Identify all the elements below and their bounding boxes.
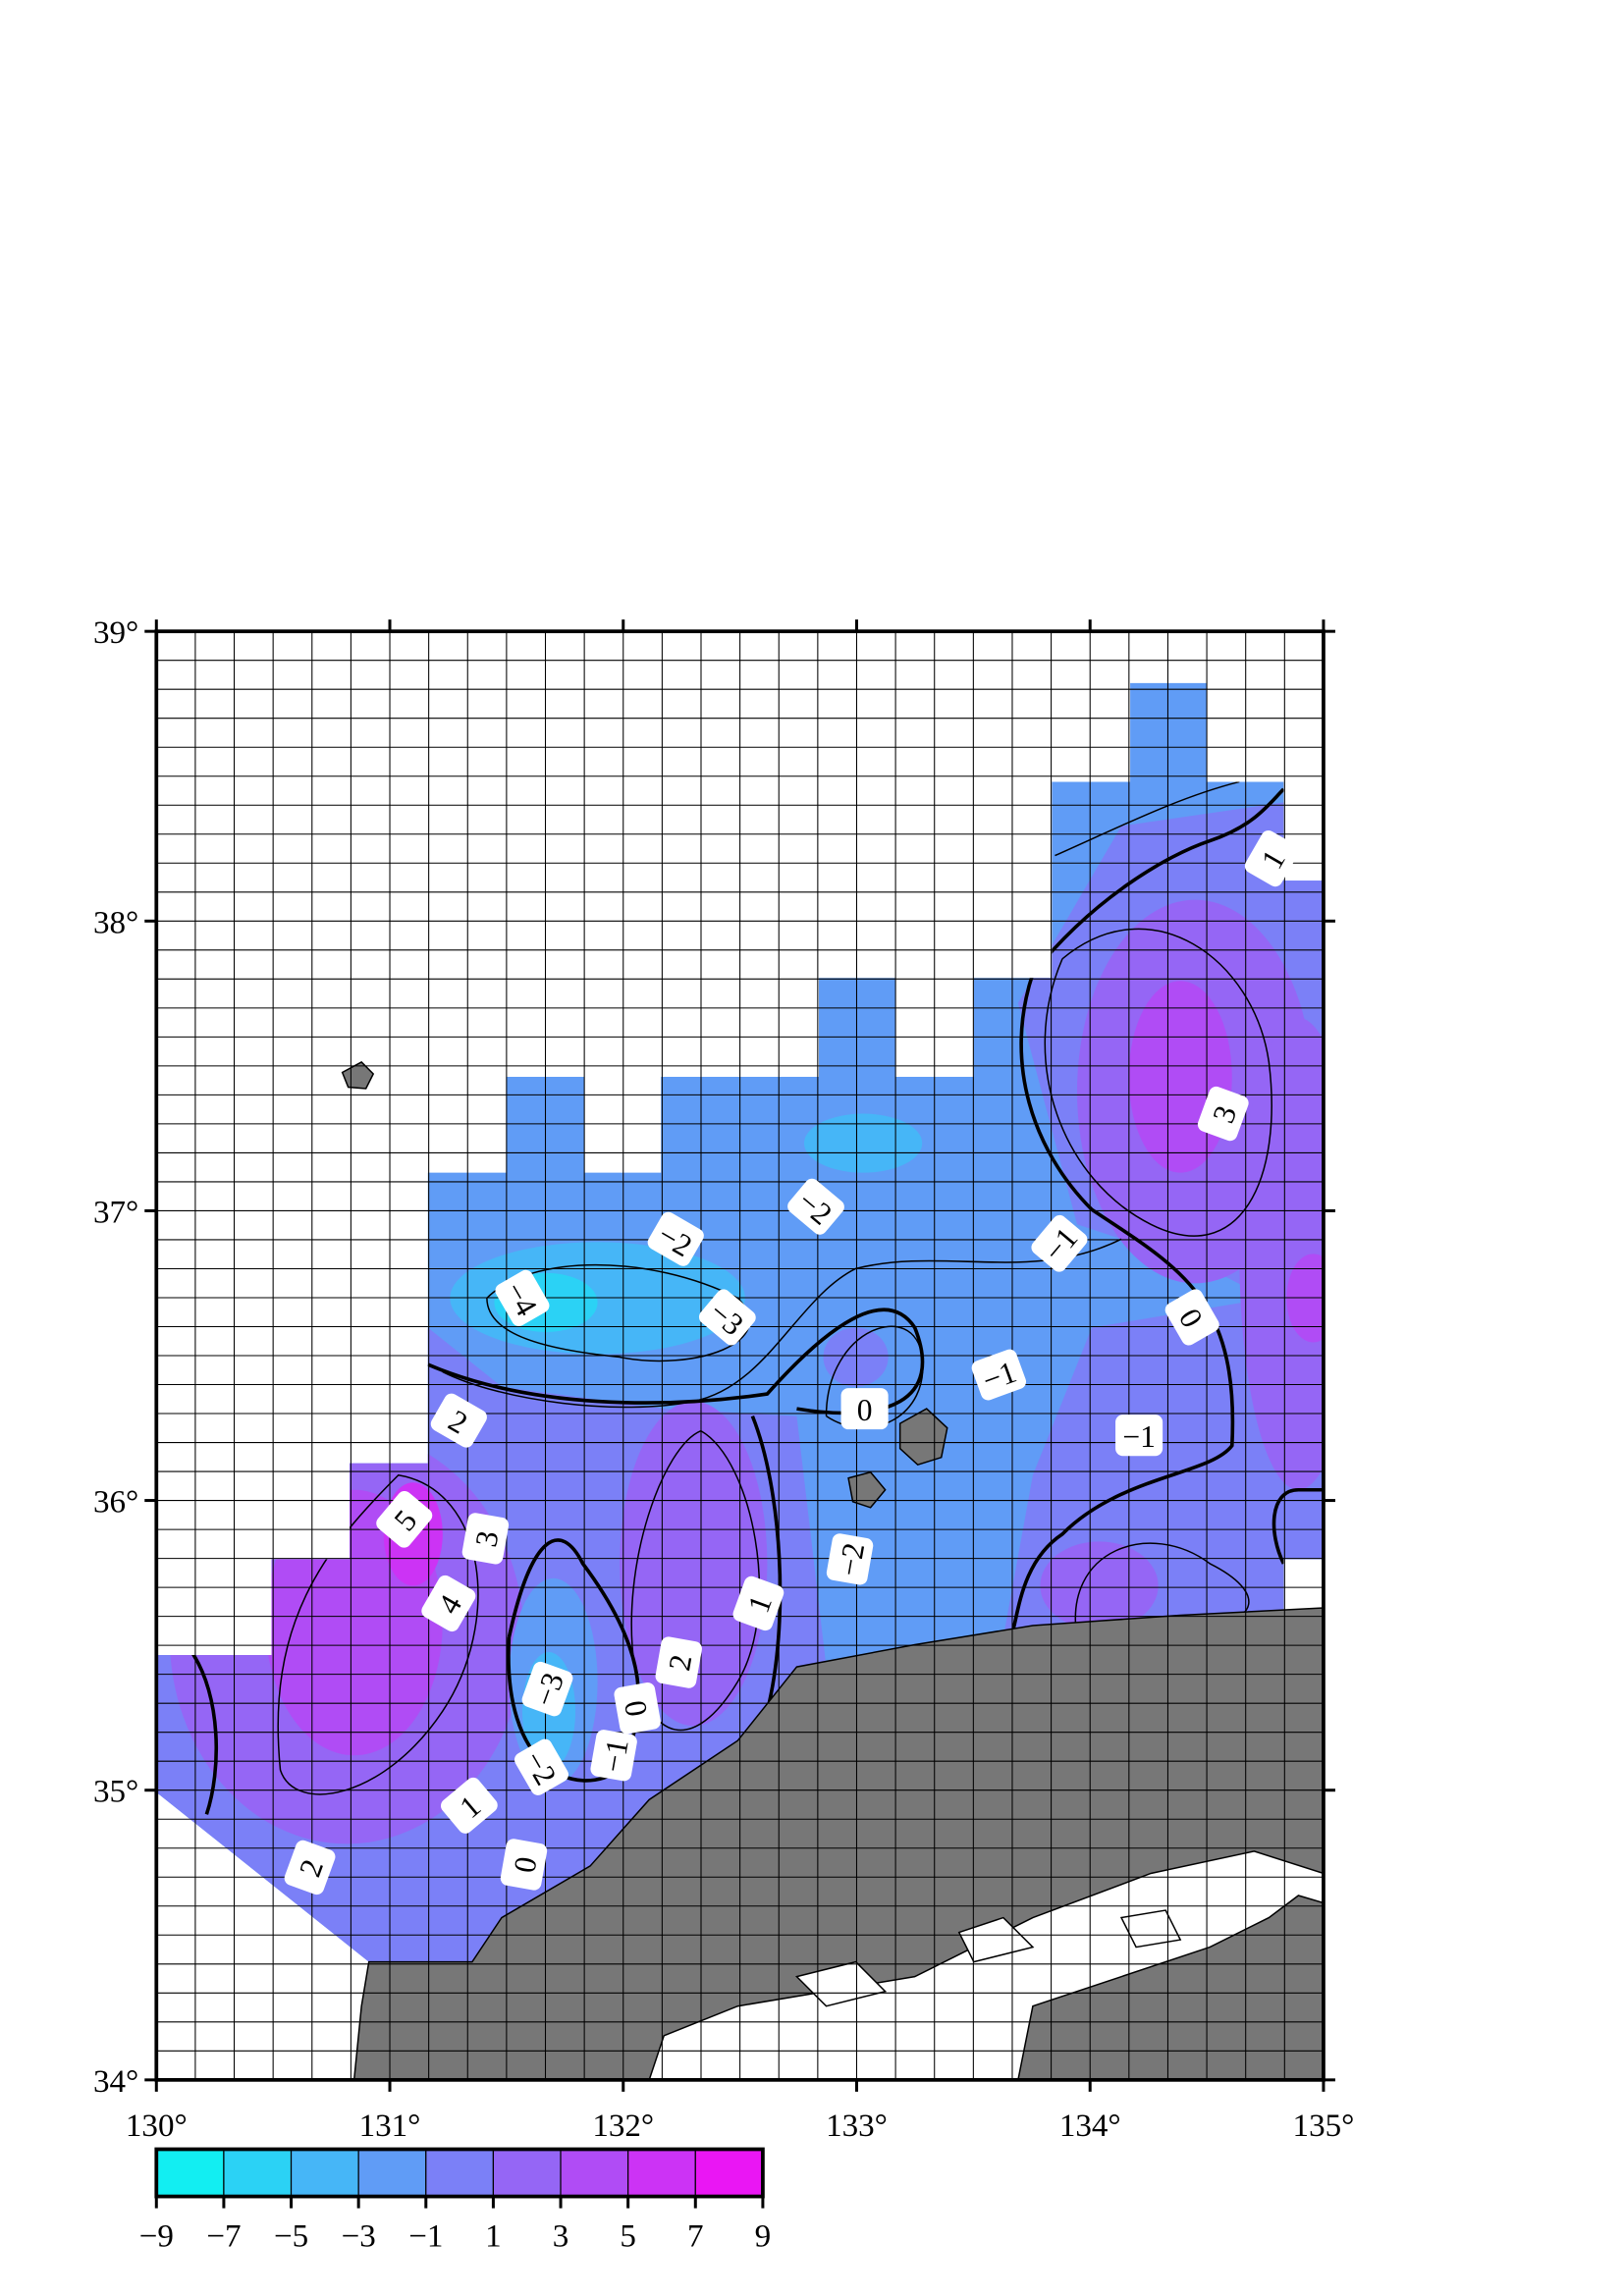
label-box: [1115, 1415, 1163, 1457]
lat-label: 37°: [93, 1195, 138, 1230]
contour-label: −3: [521, 1661, 573, 1717]
lat-label: 34°: [93, 2064, 138, 2100]
label-box: [514, 1738, 568, 1795]
colorbar-swatch: [223, 2148, 293, 2198]
label-box: [1244, 829, 1299, 887]
colorbar-label: 5: [620, 2219, 636, 2255]
land: [352, 1607, 1325, 2081]
lon-label: 131°: [359, 2109, 421, 2144]
colorbar-label: −9: [139, 2219, 174, 2255]
colorbar-label: −3: [342, 2219, 376, 2255]
colorbar-label: 7: [687, 2219, 704, 2255]
contour-label: 0: [500, 1839, 548, 1891]
contour-value: 0: [618, 1698, 654, 1720]
colorbar-swatch: [425, 2148, 495, 2198]
contour-value: 2: [662, 1652, 698, 1674]
colorbar-swatch: [560, 2148, 629, 2198]
label-box: [1197, 1086, 1249, 1142]
label-box: [521, 1661, 573, 1717]
label-box: [732, 1575, 784, 1631]
colorbar-label: 9: [755, 2219, 772, 2255]
label-box: [826, 1533, 874, 1585]
lon-label: 135°: [1293, 2109, 1355, 2144]
contour-label: −2: [826, 1533, 874, 1585]
colorbar-frame: [154, 2147, 765, 2199]
contour-value: −1: [595, 1736, 634, 1775]
label-box: [430, 1393, 487, 1448]
contour-label: 3: [461, 1513, 510, 1565]
lat-label: 38°: [93, 905, 138, 940]
label-box: [421, 1575, 476, 1632]
colorbar-swatch: [627, 2148, 696, 2198]
contour-value: 0: [507, 1854, 543, 1876]
label-box: [376, 1490, 433, 1548]
colorbar-swatch: [155, 2148, 225, 2198]
contour-label: −2: [787, 1178, 844, 1235]
lat-label: 35°: [93, 1775, 138, 1810]
colorbar-label: 1: [485, 2219, 502, 2255]
lon-label: 132°: [592, 2109, 654, 2144]
contour-label: 0: [614, 1682, 661, 1735]
label-box: [840, 1388, 889, 1430]
contour-value: −1: [1122, 1419, 1156, 1454]
island: [795, 1909, 1182, 2007]
label-box: [440, 1777, 498, 1834]
contour-value: 3: [468, 1528, 505, 1550]
contour-label: −1: [590, 1730, 637, 1782]
label-box: [647, 1211, 704, 1266]
contour-label: 3: [1197, 1086, 1249, 1142]
contour-label: 1: [732, 1575, 784, 1631]
colorbar-label: −1: [408, 2219, 443, 2255]
contour-label: 0: [1164, 1289, 1219, 1346]
contour-label: 2: [655, 1636, 702, 1688]
lat-label: 36°: [93, 1485, 138, 1521]
island: [341, 1061, 375, 1090]
island: [898, 1408, 948, 1467]
contour-value: −2: [832, 1540, 871, 1578]
colorbar-label: −7: [206, 2219, 241, 2255]
label-box: [655, 1636, 702, 1688]
contour-label: −1: [971, 1349, 1027, 1401]
label-box: [614, 1682, 661, 1735]
lon-label: 133°: [826, 2109, 888, 2144]
lon-label: 134°: [1059, 2109, 1121, 2144]
contour-label: 1: [440, 1777, 498, 1834]
colorbar-swatch: [694, 2148, 764, 2198]
label-box: [1031, 1214, 1088, 1272]
contour-value: 0: [857, 1393, 873, 1427]
label-box: [495, 1269, 550, 1326]
map-frame: [154, 629, 1325, 2082]
contour-label: 4: [421, 1575, 476, 1632]
label-box: [500, 1839, 548, 1891]
label-box: [590, 1730, 637, 1782]
contour-label: 5: [376, 1490, 433, 1548]
label-box: [1164, 1289, 1219, 1346]
lat-label: 39°: [93, 615, 138, 651]
label-box: [787, 1178, 844, 1235]
contour-label: 1: [1244, 829, 1299, 887]
colorbar-swatch: [492, 2148, 562, 2198]
colorbar-swatch: [357, 2148, 427, 2198]
label-box: [698, 1289, 756, 1346]
label-box: [461, 1513, 510, 1565]
lon-label: 130°: [126, 2109, 188, 2144]
label-box: [971, 1349, 1027, 1401]
colorbar-label: −5: [274, 2219, 308, 2255]
contour-label: 2: [284, 1840, 336, 1896]
contour-label: −1: [1115, 1415, 1163, 1457]
contour-label: 0: [840, 1388, 889, 1430]
contour-label: 2: [430, 1393, 487, 1448]
colorbar-swatch: [290, 2148, 359, 2198]
island: [847, 1470, 887, 1509]
label-box: [284, 1840, 336, 1896]
colorbar-label: 3: [553, 2219, 569, 2255]
